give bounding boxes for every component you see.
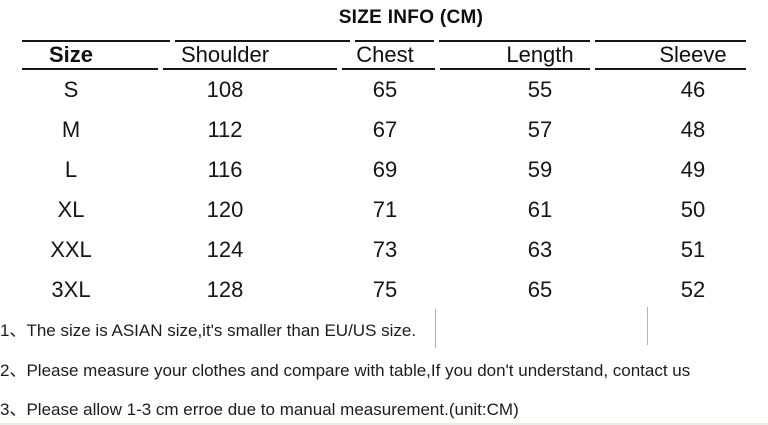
cell-chest: 71 — [372, 197, 398, 222]
rule-gap — [158, 67, 163, 71]
cell-shoulder: 116 — [207, 157, 243, 182]
rule-gap — [435, 67, 440, 71]
column-header-size: Size — [48, 42, 94, 67]
table-body: S 108 65 55 46 M 112 67 57 48 L 116 69 5… — [0, 70, 768, 310]
table-row: L 116 69 59 49 — [0, 150, 768, 190]
table-header-row: Size Shoulder Chest Length Sleeve — [0, 42, 768, 68]
cell-shoulder: 124 — [206, 237, 244, 262]
cell-sleeve: 48 — [680, 117, 706, 142]
cell-shoulder: 108 — [206, 77, 244, 102]
cell-sleeve: 50 — [680, 197, 706, 222]
cell-shoulder: 112 — [207, 117, 243, 142]
rule-gap — [170, 39, 175, 43]
page-title: SIZE INFO (CM) — [338, 7, 484, 28]
table-row: S 108 65 55 46 — [0, 70, 768, 110]
cell-size: XXL — [50, 237, 92, 262]
rule-gap — [337, 67, 342, 71]
table-row: 3XL 128 75 65 52 — [0, 270, 768, 310]
cell-sleeve: 51 — [680, 237, 706, 262]
column-header-sleeve: Sleeve — [659, 42, 727, 67]
rule-gap — [434, 39, 439, 43]
note-asian-size: 1、The size is ASIAN size,it's smaller th… — [0, 321, 417, 340]
table-row: XL 120 71 61 50 — [0, 190, 768, 230]
cell-chest: 67 — [372, 117, 398, 142]
cell-size: XL — [57, 197, 85, 222]
note-measure: 2、Please measure your clothes and compar… — [0, 361, 691, 380]
rule-gap — [590, 39, 595, 43]
cell-chest: 75 — [372, 277, 398, 302]
cell-sleeve: 49 — [680, 157, 706, 182]
note-error-margin: 3、Please allow 1-3 cm erroe due to manua… — [0, 400, 519, 419]
cell-sleeve: 46 — [680, 77, 706, 102]
column-header-chest: Chest — [356, 42, 414, 67]
header-rule-bottom — [22, 67, 746, 71]
table-row: XXL 124 73 63 51 — [0, 230, 768, 270]
cell-border-artifact — [435, 309, 436, 348]
cell-size: 3XL — [51, 277, 91, 302]
cell-shoulder: 128 — [206, 277, 244, 302]
cell-size: L — [64, 157, 78, 182]
cell-length: 59 — [527, 157, 553, 182]
cell-length: 65 — [527, 277, 553, 302]
rule-gap — [350, 39, 355, 43]
column-header-length: Length — [506, 42, 574, 67]
cell-size: S — [63, 77, 79, 102]
table-row: M 112 67 57 48 — [0, 110, 768, 150]
cell-chest: 69 — [372, 157, 398, 182]
cell-chest: 73 — [372, 237, 398, 262]
bottom-edge-artifact — [0, 423, 768, 425]
cell-sleeve: 52 — [680, 277, 706, 302]
cell-length: 63 — [527, 237, 553, 262]
cell-length: 61 — [527, 197, 553, 222]
cell-size: M — [61, 117, 81, 142]
cell-length: 57 — [527, 117, 553, 142]
cell-length: 55 — [527, 77, 553, 102]
column-header-shoulder: Shoulder — [180, 42, 270, 67]
cell-shoulder: 120 — [206, 197, 244, 222]
header-rule-top — [22, 39, 746, 43]
cell-chest: 65 — [372, 77, 398, 102]
rule-gap — [590, 67, 595, 71]
cell-border-artifact — [647, 307, 648, 345]
